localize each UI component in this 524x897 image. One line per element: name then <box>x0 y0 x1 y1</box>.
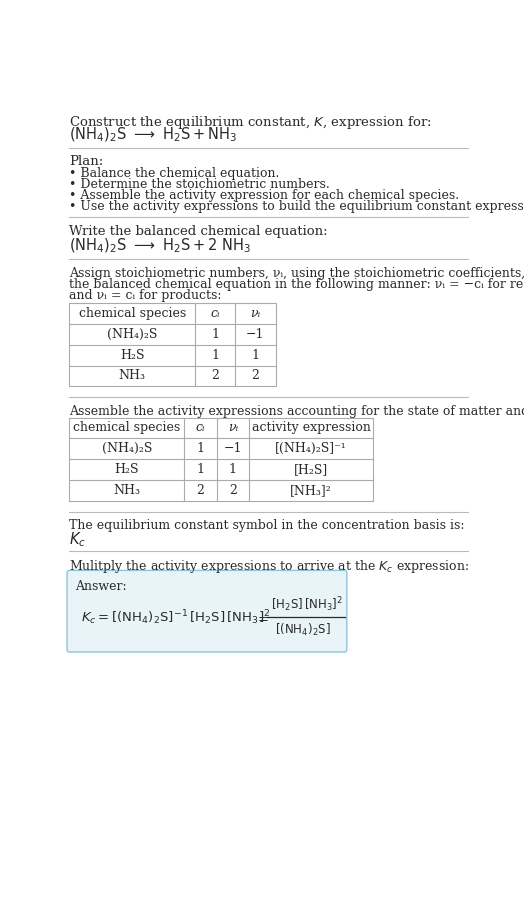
Text: 2: 2 <box>252 370 259 382</box>
Text: [H₂S]: [H₂S] <box>294 463 329 476</box>
Text: $=$: $=$ <box>255 611 269 624</box>
Text: $[(\mathrm{NH_4})_2\mathrm{S}]$: $[(\mathrm{NH_4})_2\mathrm{S}]$ <box>275 622 331 638</box>
Text: • Use the activity expressions to build the equilibrium constant expression.: • Use the activity expressions to build … <box>69 200 524 213</box>
Text: $K_c$: $K_c$ <box>69 530 86 549</box>
Text: 1: 1 <box>196 442 204 456</box>
Text: activity expression: activity expression <box>252 422 370 434</box>
Text: 1: 1 <box>229 463 237 476</box>
Text: Write the balanced chemical equation:: Write the balanced chemical equation: <box>69 225 328 238</box>
Text: (NH₄)₂S: (NH₄)₂S <box>102 442 152 456</box>
Text: −1: −1 <box>246 328 265 341</box>
FancyBboxPatch shape <box>67 570 347 652</box>
Text: • Determine the stoichiometric numbers.: • Determine the stoichiometric numbers. <box>69 178 330 191</box>
Text: 1: 1 <box>211 328 219 341</box>
Text: 2: 2 <box>229 483 237 497</box>
Text: • Balance the chemical equation.: • Balance the chemical equation. <box>69 167 280 179</box>
Text: $(\mathrm{NH_4})_2\mathrm{S}\ \longrightarrow\ \mathrm{H_2S} + \mathrm{NH_3}$: $(\mathrm{NH_4})_2\mathrm{S}\ \longright… <box>69 126 237 144</box>
Text: The equilibrium constant symbol in the concentration basis is:: The equilibrium constant symbol in the c… <box>69 519 465 532</box>
Text: cᵢ: cᵢ <box>195 422 205 434</box>
Text: H₂S: H₂S <box>114 463 139 476</box>
Text: $(\mathrm{NH_4})_2\mathrm{S}\ \longrightarrow\ \mathrm{H_2S} + 2\ \mathrm{NH_3}$: $(\mathrm{NH_4})_2\mathrm{S}\ \longright… <box>69 237 252 256</box>
Text: Assign stoichiometric numbers, νᵢ, using the stoichiometric coefficients, cᵢ, fr: Assign stoichiometric numbers, νᵢ, using… <box>69 266 524 280</box>
Text: 2: 2 <box>196 483 204 497</box>
Text: 2: 2 <box>211 370 219 382</box>
Text: (NH₄)₂S: (NH₄)₂S <box>107 328 157 341</box>
Text: NH₃: NH₃ <box>118 370 146 382</box>
Text: [NH₃]²: [NH₃]² <box>290 483 332 497</box>
Bar <box>69 418 373 501</box>
Text: H₂S: H₂S <box>120 349 145 361</box>
Text: [(NH₄)₂S]⁻¹: [(NH₄)₂S]⁻¹ <box>275 442 347 456</box>
Text: 1: 1 <box>252 349 259 361</box>
Text: NH₃: NH₃ <box>113 483 140 497</box>
Text: the balanced chemical equation in the following manner: νᵢ = −cᵢ for reactants: the balanced chemical equation in the fo… <box>69 278 524 291</box>
Bar <box>69 303 276 387</box>
Text: Construct the equilibrium constant, $K$, expression for:: Construct the equilibrium constant, $K$,… <box>69 114 432 131</box>
Text: cᵢ: cᵢ <box>210 307 220 320</box>
Text: 1: 1 <box>196 463 204 476</box>
Text: • Assemble the activity expression for each chemical species.: • Assemble the activity expression for e… <box>69 189 460 202</box>
Text: $[\mathrm{H_2S}]\,[\mathrm{NH_3}]^2$: $[\mathrm{H_2S}]\,[\mathrm{NH_3}]^2$ <box>271 596 343 614</box>
Text: chemical species: chemical species <box>79 307 186 320</box>
Text: Assemble the activity expressions accounting for the state of matter and νᵢ:: Assemble the activity expressions accoun… <box>69 405 524 418</box>
Text: Mulitply the activity expressions to arrive at the $K_c$ expression:: Mulitply the activity expressions to arr… <box>69 559 470 576</box>
Text: chemical species: chemical species <box>73 422 180 434</box>
Text: νᵢ: νᵢ <box>228 422 238 434</box>
Text: Plan:: Plan: <box>69 155 104 169</box>
Text: νᵢ: νᵢ <box>250 307 260 320</box>
Text: −1: −1 <box>224 442 242 456</box>
Text: $K_c = [(\mathrm{NH_4})_2\mathrm{S}]^{-1}\,[\mathrm{H_2S}]\,[\mathrm{NH_3}]^2$: $K_c = [(\mathrm{NH_4})_2\mathrm{S}]^{-1… <box>81 608 270 627</box>
Text: Answer:: Answer: <box>75 580 127 594</box>
Text: 1: 1 <box>211 349 219 361</box>
Text: and νᵢ = cᵢ for products:: and νᵢ = cᵢ for products: <box>69 289 222 302</box>
